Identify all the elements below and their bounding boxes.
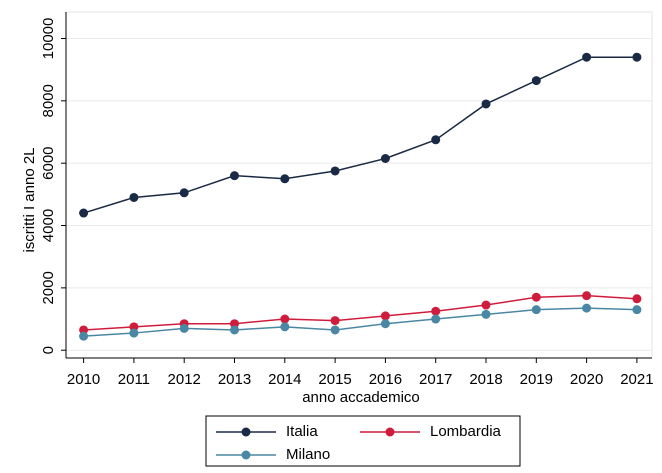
x-tick-label: 2021 bbox=[620, 371, 653, 388]
point bbox=[230, 319, 240, 329]
x-tick-label: 2020 bbox=[570, 371, 603, 388]
x-tick-label: 2010 bbox=[67, 371, 100, 388]
point bbox=[481, 300, 491, 310]
point bbox=[632, 52, 642, 62]
point bbox=[380, 154, 390, 164]
x-tick-label: 2019 bbox=[520, 371, 553, 388]
x-tick-label: 2013 bbox=[218, 371, 251, 388]
point bbox=[481, 99, 491, 109]
series-line bbox=[83, 307, 637, 337]
point bbox=[79, 331, 89, 341]
point bbox=[330, 316, 340, 326]
point bbox=[230, 171, 240, 181]
point bbox=[280, 322, 290, 332]
y-tick-label: 4000 bbox=[40, 209, 57, 242]
point bbox=[531, 292, 541, 302]
x-tick-label: 2017 bbox=[419, 371, 452, 388]
y-tick-label: 10000 bbox=[40, 18, 57, 60]
point bbox=[431, 306, 441, 316]
point bbox=[431, 314, 441, 324]
x-tick-label: 2011 bbox=[118, 371, 150, 388]
point bbox=[380, 319, 390, 329]
point bbox=[380, 311, 390, 321]
x-tick-label: 2016 bbox=[369, 371, 402, 388]
point bbox=[179, 323, 189, 333]
legend-box bbox=[205, 415, 521, 467]
point bbox=[582, 303, 592, 313]
point bbox=[79, 208, 89, 218]
legend-marker bbox=[241, 450, 251, 460]
point bbox=[431, 135, 441, 145]
y-tick-label: 2000 bbox=[40, 271, 57, 304]
point bbox=[481, 309, 491, 319]
point bbox=[79, 325, 89, 335]
y-tick-label: 6000 bbox=[40, 146, 57, 179]
legend-label: Lombardia bbox=[430, 423, 502, 440]
point bbox=[230, 325, 240, 335]
y-tick-label: 8000 bbox=[40, 84, 57, 117]
legend-label: Milano bbox=[286, 446, 330, 463]
x-axis-label: anno accademico bbox=[302, 389, 420, 406]
point bbox=[531, 76, 541, 86]
series-line bbox=[83, 56, 637, 214]
point bbox=[330, 325, 340, 335]
point bbox=[179, 188, 189, 198]
point bbox=[582, 291, 592, 301]
point bbox=[632, 305, 642, 315]
point bbox=[129, 328, 139, 338]
series-line bbox=[83, 294, 637, 331]
point bbox=[330, 166, 340, 176]
point bbox=[129, 322, 139, 332]
y-tick-label: 0 bbox=[40, 346, 57, 354]
point bbox=[280, 314, 290, 324]
point bbox=[129, 192, 139, 202]
point bbox=[531, 305, 541, 315]
point bbox=[280, 174, 290, 184]
legend-marker bbox=[241, 427, 251, 437]
legend-label: Italia bbox=[286, 423, 318, 440]
point bbox=[632, 294, 642, 304]
point bbox=[582, 52, 592, 62]
x-tick-label: 2012 bbox=[168, 371, 201, 388]
y-axis-label: iscritti I anno 2L bbox=[21, 147, 38, 252]
x-tick-label: 2015 bbox=[318, 371, 351, 388]
x-tick-label: 2018 bbox=[469, 371, 502, 388]
plot-region bbox=[65, 11, 653, 359]
legend-marker bbox=[385, 427, 395, 437]
x-tick-label: 2014 bbox=[268, 371, 301, 388]
